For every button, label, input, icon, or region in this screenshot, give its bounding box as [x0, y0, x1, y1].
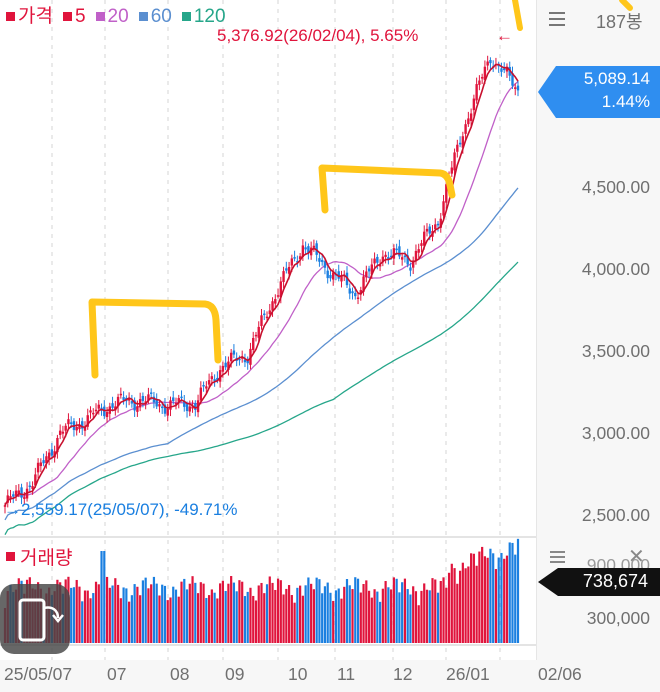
legend-label: 60 — [150, 6, 172, 27]
arrow-left-icon: ← — [496, 26, 513, 45]
legend-price[interactable]: 가격 — [6, 6, 53, 28]
period-low-text: 2,559.17(25/05/07), -49.71% — [21, 500, 238, 519]
x-axis-label: 25/05/07 — [4, 664, 73, 684]
x-axis-label: 02/06 — [538, 664, 582, 684]
screen-rotate-icon — [18, 598, 64, 642]
current-price-tag: 5,089.14 1.44% — [538, 66, 660, 118]
legend-swatch-icon — [95, 11, 105, 21]
x-axis-label: 10 — [288, 664, 308, 684]
hamburger-menu-icon[interactable] — [550, 551, 565, 563]
legend-ma5[interactable]: 5 — [62, 6, 86, 28]
legend-swatch-icon — [62, 11, 72, 21]
period-high-annotation: 5,376.92(26/02/04), 5.65% — [217, 26, 419, 45]
y-axis-label: 4,500.00 — [581, 177, 650, 197]
current-volume-tag: 738,674 — [538, 568, 660, 596]
y-axis-label: 2,500.00 — [581, 505, 650, 525]
volume-axis-label: 300,000 — [586, 608, 650, 628]
y-axis-label: 3,000.00 — [581, 423, 650, 443]
legend-swatch-icon — [181, 11, 191, 21]
y-axis-label: 4,000.00 — [581, 259, 650, 279]
y-axis-label: 3,500.00 — [581, 341, 650, 361]
legend-label: 가격 — [18, 6, 53, 27]
chart-legend: 가격 5 20 60 120 — [6, 6, 232, 28]
x-axis-label: 08 — [170, 664, 190, 684]
legend-label: 5 — [74, 6, 86, 27]
hamburger-menu-icon[interactable] — [549, 12, 565, 26]
legend-swatch-icon — [6, 11, 15, 21]
x-axis-label: 26/01 — [446, 664, 490, 684]
bar-count-label[interactable]: 187봉 — [596, 12, 643, 32]
current-price-change: 1.44% — [601, 92, 650, 111]
close-icon[interactable]: ✕ — [628, 546, 645, 568]
period-low-annotation: →2,559.17(25/05/07), -49.71% — [4, 500, 237, 520]
legend-ma120[interactable]: 120 — [181, 6, 226, 28]
legend-label: 20 — [107, 6, 129, 27]
legend-ma20[interactable]: 20 — [95, 6, 129, 28]
volume-panel-title: 거래량 — [6, 543, 72, 570]
arrow-right-icon: → — [4, 500, 21, 519]
x-axis-label: 09 — [225, 664, 245, 684]
current-price-value: 5,089.14 — [583, 69, 650, 88]
legend-label: 120 — [193, 6, 226, 27]
legend-swatch-icon — [6, 552, 15, 561]
screen-rotate-button[interactable] — [0, 584, 70, 654]
legend-swatch-icon — [138, 11, 148, 21]
x-axis: 25/05/07 07 08 09 10 11 12 26/01 02/06 — [0, 660, 660, 692]
legend-ma60[interactable]: 60 — [138, 6, 172, 28]
x-axis-label: 12 — [393, 664, 413, 684]
volume-title-text: 거래량 — [20, 548, 73, 569]
current-volume-value: 738,674 — [582, 571, 648, 591]
x-axis-label: 07 — [107, 664, 127, 684]
x-axis-label: 11 — [337, 664, 356, 684]
